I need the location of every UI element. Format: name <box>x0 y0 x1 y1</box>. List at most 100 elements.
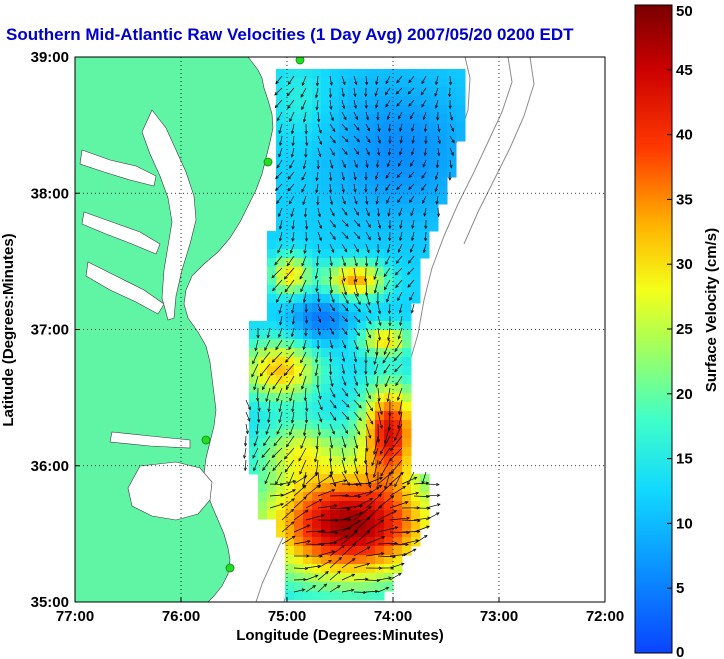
velocity-cell <box>267 240 277 250</box>
velocity-arrowhead <box>318 237 322 242</box>
velocity-arrowhead <box>275 175 279 180</box>
velocity-arrowhead <box>334 504 338 508</box>
colorbar-tick-label: 0 <box>676 644 684 659</box>
velocity-cell <box>348 258 358 268</box>
velocity-cell <box>348 411 358 421</box>
velocity-cell <box>258 402 268 412</box>
velocity-cell <box>330 564 340 574</box>
velocity-cell <box>438 168 448 178</box>
velocity-cell <box>294 348 304 358</box>
velocity-cell <box>267 393 277 403</box>
velocity-arrow <box>329 207 335 216</box>
velocity-arrowhead <box>364 371 368 375</box>
velocity-arrow <box>298 447 307 462</box>
velocity-arrowhead <box>366 546 371 550</box>
velocity-cell <box>321 492 331 502</box>
velocity-arrow <box>383 363 391 374</box>
velocity-arrowhead <box>377 237 382 242</box>
velocity-arrowhead <box>329 289 334 294</box>
grid <box>75 57 605 602</box>
velocity-cell <box>276 141 286 151</box>
velocity-cell <box>393 276 403 286</box>
velocity-arrow <box>245 435 247 446</box>
velocity-cell <box>267 357 277 367</box>
velocity-cell <box>267 483 277 493</box>
velocity-cell <box>321 87 331 97</box>
velocity-cell <box>393 492 403 502</box>
velocity-cell <box>375 276 385 286</box>
velocity-cell <box>348 240 358 250</box>
velocity-arrowhead <box>328 560 332 564</box>
velocity-arrowhead <box>342 457 346 462</box>
velocity-arrowhead <box>380 473 384 477</box>
velocity-arrow <box>316 279 319 292</box>
velocity-arrow <box>293 496 307 509</box>
velocity-cell <box>411 528 421 538</box>
velocity-cell <box>393 78 403 88</box>
velocity-arrowhead <box>303 214 308 218</box>
y-tick-label: 39:00 <box>31 49 69 66</box>
velocity-arrow <box>408 99 415 107</box>
velocity-arrow <box>389 531 410 533</box>
velocity-cell <box>321 240 331 250</box>
velocity-arrow <box>317 489 335 497</box>
velocity-cell <box>384 384 394 394</box>
velocity-arrowhead <box>344 138 349 143</box>
velocity-arrow <box>389 573 402 581</box>
velocity-arrowhead <box>405 542 409 547</box>
velocity-arrow <box>329 459 333 475</box>
velocity-arrowhead <box>398 572 402 577</box>
velocity-arrow <box>377 315 381 326</box>
velocity-arrow <box>317 583 327 593</box>
velocity-arrowhead <box>332 139 336 144</box>
velocity-arrowhead <box>318 225 322 230</box>
velocity-cell <box>411 132 421 142</box>
velocity-cell <box>321 375 331 385</box>
velocity-arrowhead <box>387 213 391 217</box>
velocity-cell <box>276 330 286 340</box>
velocity-arrow <box>273 435 283 446</box>
velocity-cell <box>402 105 412 115</box>
velocity-arrowhead <box>331 550 336 554</box>
velocity-cell <box>294 483 304 493</box>
velocity-arrow <box>284 447 295 460</box>
velocity-cell <box>321 231 331 241</box>
velocity-cell <box>357 159 367 169</box>
velocity-arrow <box>377 555 396 558</box>
velocity-arrow <box>305 315 308 324</box>
velocity-cell <box>375 78 385 88</box>
velocity-cell <box>402 168 412 178</box>
velocity-cell <box>375 366 385 376</box>
velocity-cell <box>384 456 394 466</box>
velocity-arrow <box>384 375 391 387</box>
velocity-cell <box>294 384 304 394</box>
velocity-cell <box>402 114 412 124</box>
velocity-arrow <box>274 255 283 266</box>
velocity-cell <box>258 447 268 457</box>
velocity-arrow <box>425 494 440 497</box>
velocity-cell <box>303 294 313 304</box>
velocity-arrow <box>288 339 295 350</box>
velocity-cell <box>276 357 286 367</box>
velocity-cell <box>339 96 349 106</box>
velocity-arrowhead <box>448 81 453 86</box>
velocity-arrow <box>341 291 349 304</box>
velocity-arrowhead <box>397 249 401 253</box>
velocity-arrowhead <box>284 468 288 473</box>
velocity-cell <box>321 204 331 214</box>
velocity-cell <box>321 96 331 106</box>
velocity-cell <box>267 339 277 349</box>
velocity-cell <box>366 267 376 277</box>
velocity-cell <box>339 420 349 430</box>
velocity-arrowhead <box>378 461 382 465</box>
velocity-arrow <box>341 411 350 420</box>
velocity-cell <box>348 510 358 520</box>
velocity-cell <box>294 87 304 97</box>
velocity-cell <box>393 384 403 394</box>
velocity-cell <box>420 186 430 196</box>
velocity-cell <box>348 357 358 367</box>
velocity-arrowhead <box>342 262 346 267</box>
velocity-arrow <box>329 423 335 435</box>
velocity-arrow <box>376 375 379 388</box>
velocity-arrowhead <box>304 154 308 158</box>
